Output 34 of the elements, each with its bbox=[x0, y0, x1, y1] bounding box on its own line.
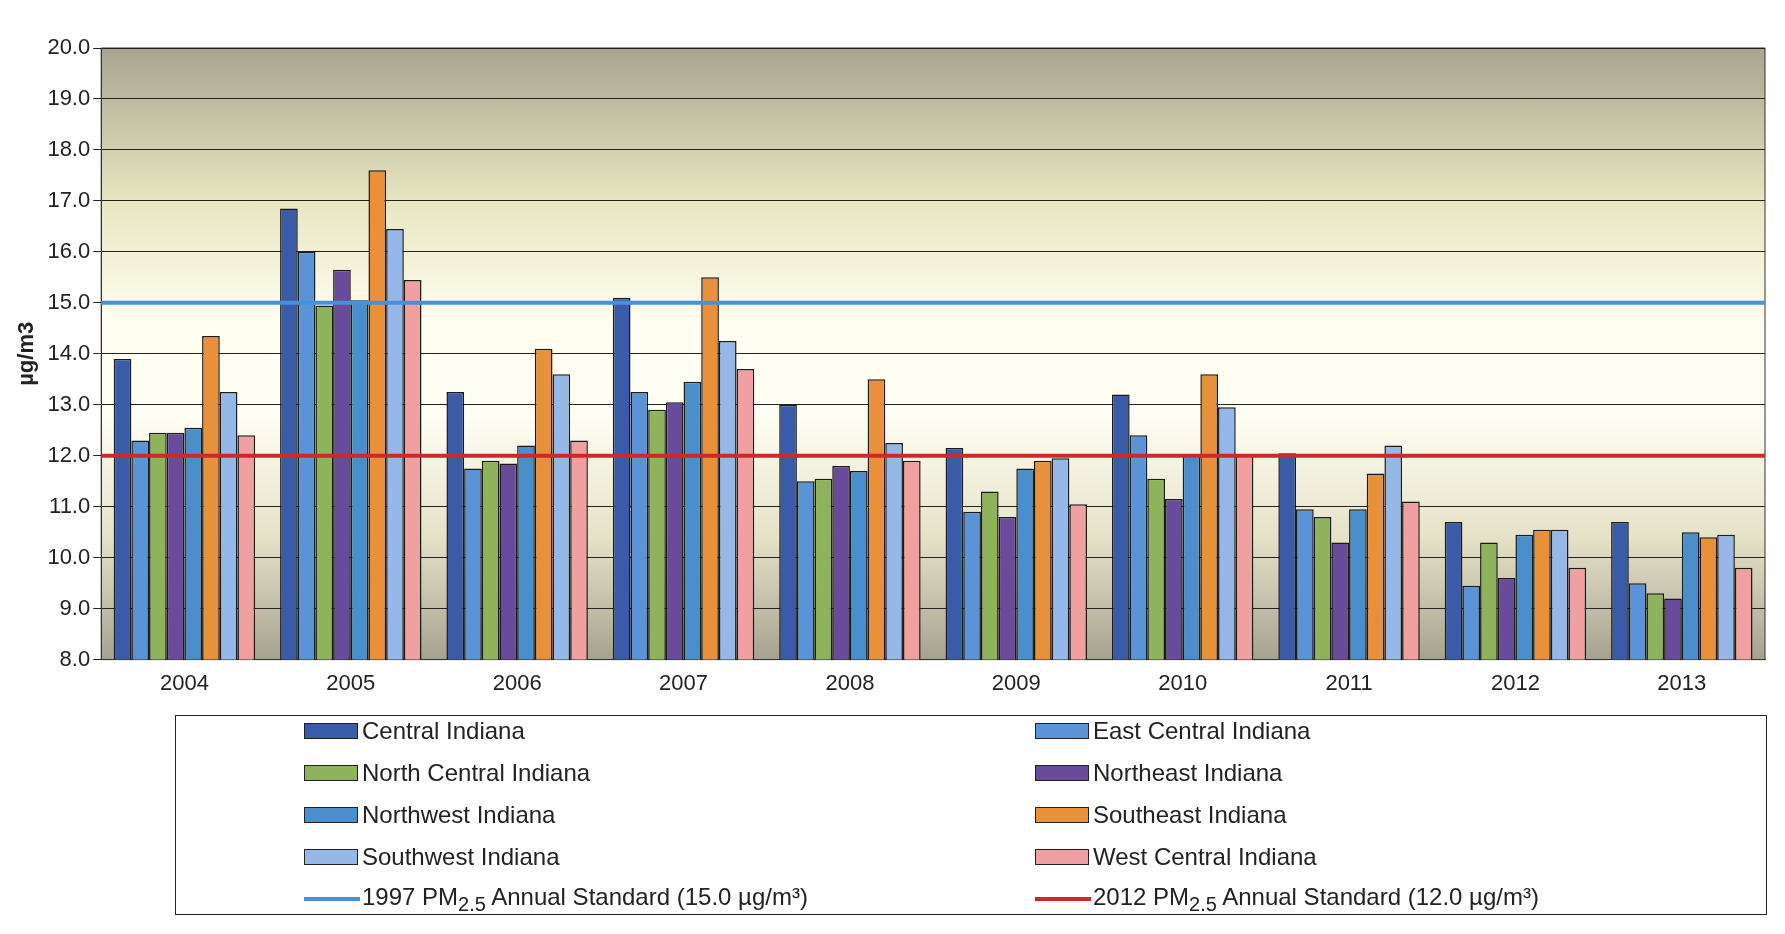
x-tick-label: 2011 bbox=[1325, 669, 1373, 695]
x-tick-label: 2005 bbox=[326, 669, 376, 695]
y-tick-label: 18.0 bbox=[47, 136, 91, 161]
legend-label: Southwest Indiana bbox=[362, 843, 560, 871]
legend-label: 1997 PM$_{2.5}$ Annual Standard (15.0 µg/m³) bbox=[362, 882, 808, 916]
y-tick-label: 14.0 bbox=[47, 339, 91, 365]
y-tick-label: 12.0 bbox=[47, 441, 91, 467]
x-tick-label: 2013 bbox=[1657, 669, 1707, 695]
legend-label: 2012 PM$_{2.5}$ Annual Standard (12.0 µg/m³) bbox=[1093, 882, 1539, 916]
x-tick-label: 2009 bbox=[991, 669, 1041, 695]
y-tick-label: 17.0 bbox=[47, 186, 91, 212]
legend-label: West Central Indiana bbox=[1093, 843, 1317, 871]
legend-label: Northeast Indiana bbox=[1093, 759, 1283, 787]
y-tick-label: 20.0 bbox=[47, 34, 91, 60]
y-tick-label: 16.0 bbox=[47, 237, 91, 263]
series-label: Southeast Indiana bbox=[1093, 801, 1287, 829]
x-tick-label: 2006 bbox=[492, 669, 542, 695]
x-tick-label: 2010 bbox=[1158, 669, 1208, 695]
y-tick-label: 10.0 bbox=[47, 543, 91, 569]
legend-label: North Central Indiana bbox=[362, 759, 591, 787]
y-tick-label: 15.0 bbox=[47, 288, 91, 314]
y-tick-label: 8.0 bbox=[59, 645, 91, 671]
legend-label: East Central Indiana bbox=[1093, 717, 1311, 745]
legend-label: Northwest Indiana bbox=[362, 801, 556, 829]
x-tick-label: 2008 bbox=[825, 669, 875, 695]
x-tick-label: 2007 bbox=[659, 669, 709, 695]
y-tick-label: 13.0 bbox=[47, 390, 91, 416]
y-tick-label: 9.0 bbox=[59, 594, 91, 620]
x-tick-label: 2012 bbox=[1490, 669, 1540, 695]
y-tick-label: 11.0 bbox=[49, 492, 91, 518]
x-tick-label: 2004 bbox=[159, 669, 209, 695]
legend-label: Central Indiana bbox=[362, 717, 525, 745]
y-axis-title: µg/m3 bbox=[13, 321, 39, 386]
y-tick-label: 19.0 bbox=[47, 85, 91, 111]
